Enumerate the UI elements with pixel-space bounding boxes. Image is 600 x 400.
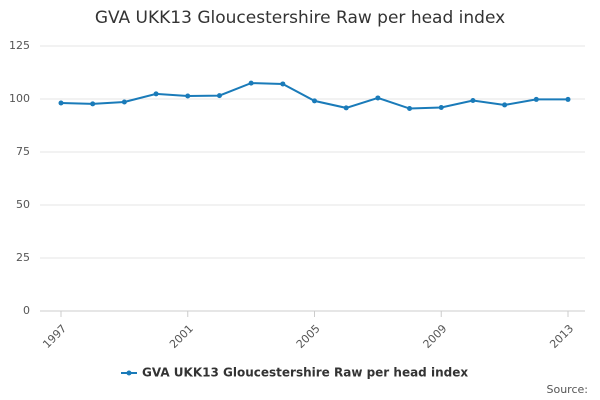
point bbox=[407, 106, 413, 112]
point bbox=[438, 104, 444, 110]
x-tick-label: 1997 bbox=[40, 322, 69, 351]
y-tick-label: 50 bbox=[16, 198, 30, 211]
y-tick-label: 0 bbox=[23, 304, 30, 317]
point bbox=[375, 95, 381, 101]
point bbox=[121, 99, 127, 105]
point bbox=[248, 80, 254, 86]
source: Source: bbox=[547, 383, 589, 396]
x-tick-label: 2013 bbox=[547, 322, 576, 351]
point bbox=[470, 97, 476, 103]
point bbox=[185, 93, 191, 99]
point bbox=[58, 100, 64, 106]
y-tick-label: 100 bbox=[9, 92, 30, 105]
point bbox=[533, 96, 539, 102]
line bbox=[60, 82, 568, 110]
point bbox=[502, 102, 508, 108]
x-tick-label: 2005 bbox=[294, 322, 323, 351]
point bbox=[153, 91, 159, 97]
point bbox=[90, 101, 96, 107]
legend-label: GVA UKK13 Gloucestershire Raw per head i… bbox=[142, 366, 468, 380]
chart-title: GVA UKK13 Gloucestershire Raw per head i… bbox=[95, 8, 505, 28]
point bbox=[565, 96, 571, 102]
x-tick-label: 2001 bbox=[167, 322, 196, 351]
point bbox=[343, 105, 349, 111]
point bbox=[312, 98, 317, 104]
y-tick-label: 75 bbox=[16, 145, 30, 158]
point bbox=[216, 93, 222, 99]
point bbox=[280, 81, 286, 87]
legend-marker bbox=[126, 370, 132, 376]
y-tick-label: 125 bbox=[9, 39, 30, 52]
x-tick-label: 2009 bbox=[421, 322, 450, 351]
y-tick-label: 25 bbox=[16, 251, 30, 264]
